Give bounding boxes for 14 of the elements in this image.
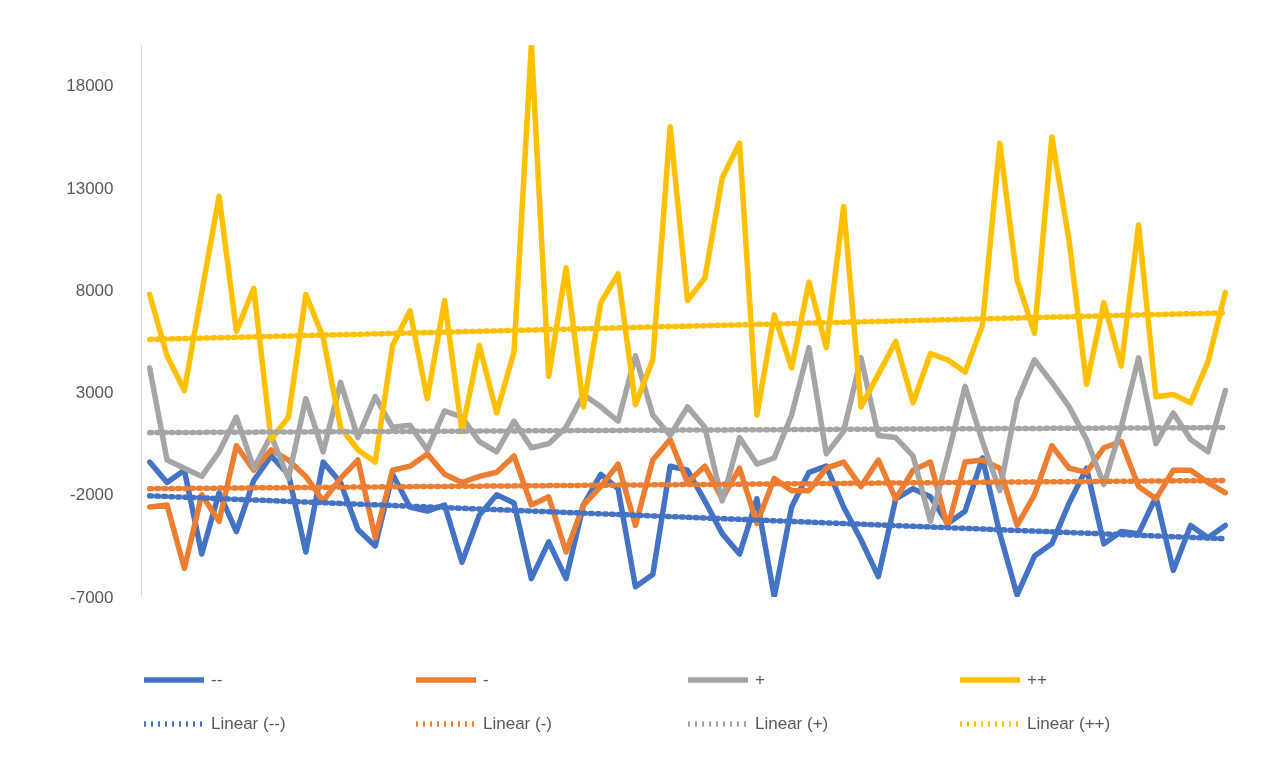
y-tick-label: 8000 (75, 280, 114, 300)
y-tick-label: -2000 (70, 485, 114, 505)
legend-label: - (483, 670, 489, 689)
legend-label: Linear (-) (483, 714, 552, 733)
y-tick-label: 18000 (66, 76, 114, 96)
legend-label: Linear (--) (211, 714, 286, 733)
y-tick-label: -7000 (70, 587, 114, 607)
legend-label: Linear (++) (1027, 714, 1111, 733)
legend-label: -- (211, 670, 223, 689)
legend-label: + (755, 670, 765, 689)
legend-label: ++ (1027, 670, 1047, 689)
y-tick-label: 13000 (66, 178, 114, 198)
legend-label: Linear (+) (755, 714, 829, 733)
y-tick-label: 3000 (75, 383, 114, 403)
